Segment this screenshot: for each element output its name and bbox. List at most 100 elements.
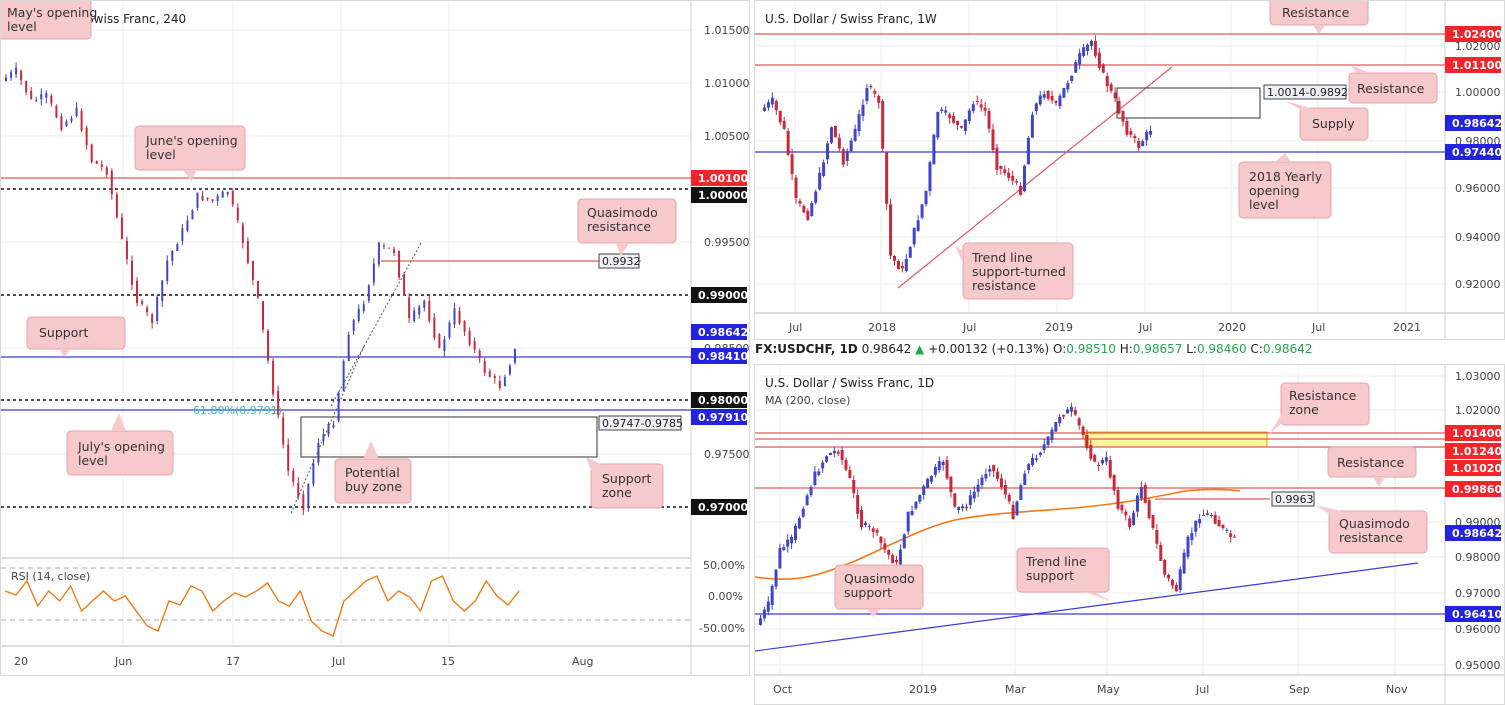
candle — [35, 99, 38, 101]
level-tag: 0.98642 — [1452, 527, 1502, 540]
candle — [908, 246, 912, 258]
callout-trendline: Trend line support-turned resistance — [955, 242, 1074, 300]
candle — [1097, 52, 1101, 68]
candle — [1170, 580, 1174, 586]
weekly-chart-panel[interactable]: U.S. Dollar / Swiss Franc, 1W 1.02000 1.… — [754, 0, 1505, 340]
candle — [1186, 536, 1190, 557]
candle — [999, 166, 1003, 169]
candle — [70, 118, 73, 121]
candle — [987, 111, 991, 129]
candle — [438, 334, 441, 348]
candle — [408, 297, 411, 319]
candle — [829, 127, 833, 143]
candle — [302, 494, 305, 510]
candle — [393, 249, 396, 253]
candle — [778, 111, 782, 123]
candle — [849, 140, 853, 151]
candle — [221, 191, 224, 198]
h4-chart-panel[interactable]: RSI (14, close) 50.00% 0.00% -50.00% U.S… — [0, 0, 750, 676]
candle — [853, 128, 857, 141]
level-tag: 0.98000 — [698, 394, 748, 407]
price-tick: 1.00000 — [1455, 86, 1501, 99]
candle — [1109, 84, 1113, 91]
level-tag: 0.99860 — [1452, 483, 1502, 496]
price-tick: 1.03000 — [1455, 370, 1501, 383]
candle — [372, 263, 375, 283]
callout-support-zone: Support zone — [586, 457, 664, 509]
candle — [382, 245, 385, 247]
candle — [959, 126, 963, 128]
candle — [1074, 62, 1078, 73]
candle — [1069, 407, 1073, 412]
candle — [387, 247, 390, 249]
weekly-candles — [763, 35, 1153, 273]
time-tick: Jul — [962, 321, 976, 334]
candle — [20, 71, 23, 81]
candle — [860, 510, 864, 527]
candle — [1054, 421, 1058, 432]
price-tick: 0.96000 — [1455, 623, 1501, 636]
callout-text: Supply — [1312, 116, 1355, 131]
time-tick: Jul — [1195, 683, 1209, 696]
candle — [1003, 485, 1007, 495]
candle — [186, 220, 189, 231]
candle — [1030, 114, 1034, 138]
candle — [895, 560, 899, 563]
price-tick: 1.00500 — [704, 130, 750, 143]
candle — [1104, 457, 1108, 462]
candle — [914, 501, 918, 509]
candle — [1132, 512, 1136, 525]
candle — [805, 495, 809, 505]
candle — [782, 547, 786, 550]
candle — [790, 536, 794, 544]
time-tick: Oct — [773, 683, 793, 696]
candle — [967, 110, 971, 121]
h4-candles — [5, 62, 516, 515]
candle — [1066, 409, 1070, 414]
candle — [1229, 533, 1233, 537]
candle — [5, 77, 7, 81]
candle — [906, 511, 910, 532]
candle — [766, 102, 770, 108]
level-tag: 0.96410 — [1452, 608, 1502, 621]
candle — [1100, 459, 1104, 464]
callout-text: level — [7, 19, 37, 34]
callout-text: June's opening — [145, 133, 238, 148]
level-tag: 1.00000 — [698, 189, 748, 202]
time-tick: Jul — [1311, 321, 1325, 334]
candle — [125, 241, 128, 260]
level-tag: 0.98642 — [1452, 117, 1502, 130]
candle — [809, 487, 813, 495]
candle — [813, 471, 817, 485]
candle — [468, 331, 471, 345]
candle — [922, 486, 926, 495]
candle — [1147, 500, 1151, 519]
open-label: O: — [1052, 342, 1067, 356]
candle — [1058, 416, 1062, 424]
candle — [1050, 96, 1054, 101]
level-tag: 1.01020 — [1452, 462, 1502, 475]
callout-support: Support — [26, 316, 126, 357]
candle — [828, 452, 832, 455]
candle — [766, 601, 770, 612]
callout-text: support-turned — [972, 264, 1066, 279]
candle — [377, 242, 380, 265]
candle — [786, 539, 790, 547]
daily-chart-panel[interactable]: U.S. Dollar / Swiss Franc, 1D MA (200, c… — [754, 364, 1505, 705]
callout-yearly-opening: 2018 Yearly opening level — [1238, 153, 1332, 219]
candle — [1151, 515, 1155, 528]
candle — [282, 417, 285, 445]
candle — [342, 361, 345, 391]
candle — [822, 162, 826, 176]
candle — [825, 456, 829, 462]
candle — [503, 377, 506, 386]
candle — [1101, 64, 1105, 73]
candle — [782, 121, 786, 129]
time-tick: Nov — [1386, 683, 1408, 696]
candle — [802, 206, 806, 213]
candle — [763, 107, 766, 111]
level-tag: 1.01100 — [1452, 59, 1502, 72]
candle — [1112, 475, 1116, 491]
candle — [991, 129, 995, 150]
callout-text: Trend line — [971, 250, 1033, 265]
